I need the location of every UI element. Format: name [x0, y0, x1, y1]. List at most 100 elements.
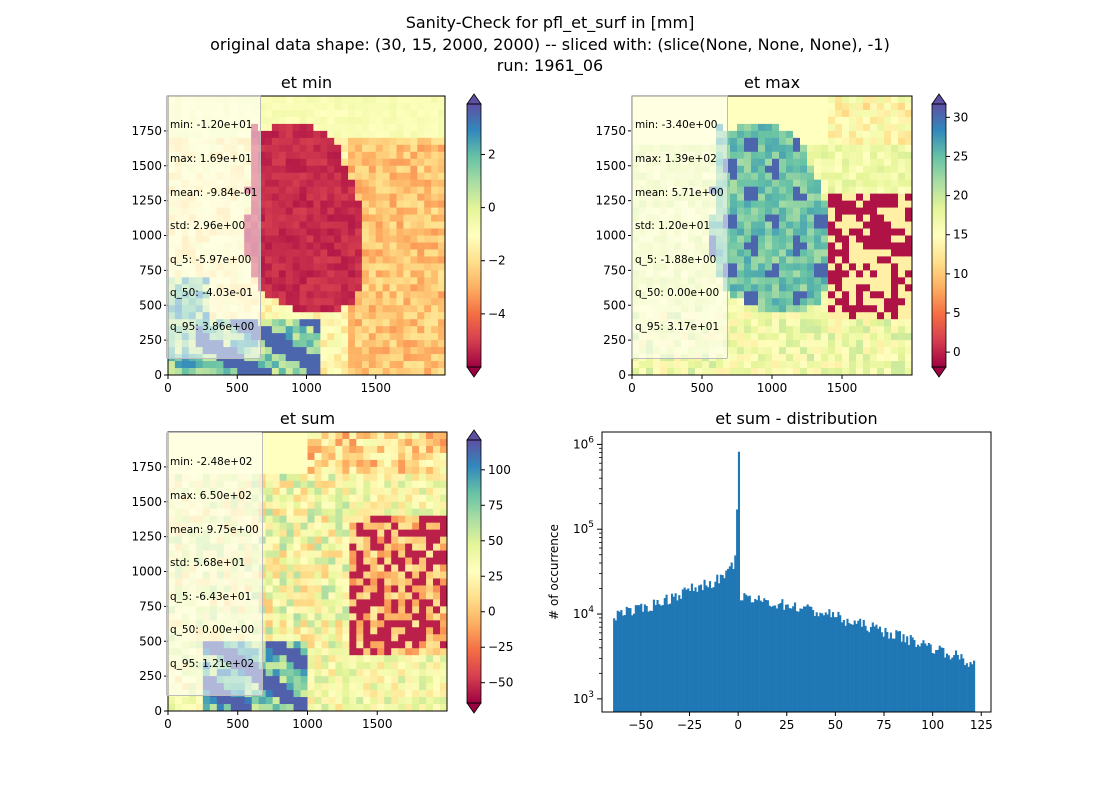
colorbar-tick-label: 25 [488, 569, 503, 583]
heatmap-cell [440, 690, 448, 698]
heatmap-cell [265, 501, 274, 510]
heatmap-cell [299, 200, 307, 209]
heatmap-cell [835, 172, 843, 181]
heatmap-cell [807, 347, 815, 355]
heatmap-cell [335, 543, 343, 552]
heatmap-cell [370, 452, 378, 461]
heatmap-cell [905, 298, 913, 306]
heatmap-cell [410, 270, 418, 278]
heatmap-cell [863, 165, 871, 174]
heatmap-cell [405, 634, 413, 642]
heatmap-cell [363, 432, 371, 440]
heatmap-cell [807, 284, 815, 292]
heatmap-cell [328, 522, 336, 531]
heatmap-cell [370, 466, 378, 475]
heatmap-cell [320, 214, 328, 223]
heatmap-cell [279, 529, 288, 538]
heatmap-cell [403, 151, 411, 160]
heatmap-cell [384, 697, 392, 705]
heatmap-cell [786, 270, 794, 278]
heatmap-cell [384, 641, 392, 649]
heatmap-cell [285, 249, 294, 257]
heatmap-cell [396, 109, 404, 118]
heatmap-cell [264, 109, 273, 118]
heatmap-cell [375, 165, 384, 174]
heatmap-cell [278, 340, 287, 348]
heatmap-cell [751, 277, 759, 285]
heatmap-cell [431, 298, 439, 306]
heatmap-cell [758, 333, 766, 341]
heatmap-cell [202, 704, 211, 712]
heatmap-cell [786, 291, 794, 299]
heatmap-cell [793, 96, 801, 104]
heatmap-cell [300, 648, 308, 656]
heatmap-cell [334, 235, 342, 243]
heatmap-cell [361, 151, 370, 160]
heatmap-cell [765, 158, 773, 167]
heatmap-cell [272, 543, 281, 552]
heatmap-cell [265, 585, 274, 593]
heatmap-cell [758, 214, 766, 223]
heatmap-cell [412, 606, 420, 614]
heatmap-cell [382, 200, 391, 209]
heatmap-cell [300, 432, 308, 440]
heatmap-cell [299, 151, 307, 160]
heatmap-cell [328, 536, 336, 545]
heatmap-cell [898, 249, 906, 257]
heatmap-cell [737, 193, 745, 202]
heatmap-cell [307, 578, 315, 586]
heatmap-cell [265, 648, 274, 656]
heatmap-cell [772, 291, 780, 299]
heatmap-cell [396, 340, 404, 348]
heatmap-cell [328, 697, 336, 705]
heatmap-cell [370, 620, 378, 628]
heatmap-cell [348, 298, 356, 306]
heatmap-cell [419, 529, 427, 538]
heatmap-cell [384, 487, 392, 496]
heatmap-cell [877, 179, 885, 188]
heatmap-cell [384, 473, 392, 482]
heatmap-cell [737, 305, 745, 313]
heatmap-cell [314, 606, 322, 614]
heatmap-cell [341, 158, 349, 167]
heatmap-cell [828, 207, 836, 216]
heatmap-cell [870, 284, 878, 292]
heatmap-cell [779, 165, 787, 174]
heatmap-cell [765, 109, 773, 118]
heatmap-cell [405, 487, 413, 496]
heatmap-cell [438, 347, 446, 355]
heatmap-cell [821, 347, 829, 355]
heatmap-cell [258, 333, 266, 341]
heatmap-cell [368, 200, 377, 209]
heatmap-cell [321, 494, 329, 503]
heatmap-cell [377, 599, 385, 607]
heatmap-cell [202, 697, 211, 705]
histogram-bar [683, 587, 686, 712]
heatmap-cell [356, 466, 364, 475]
heatmap-cell [398, 662, 406, 670]
heatmap-cell [396, 270, 404, 278]
heatmap-cell [292, 172, 301, 181]
heatmap-cell [426, 641, 434, 649]
heatmap-cell [412, 697, 420, 705]
heatmap-cell [898, 291, 906, 299]
heatmap-cell [821, 172, 829, 181]
heatmap-cell [431, 249, 439, 257]
heatmap-cell [417, 207, 425, 216]
heatmap-cell [856, 200, 864, 209]
heatmap-cell [321, 432, 329, 440]
heatmap-cell [349, 452, 357, 461]
heatmap-cell [751, 263, 759, 271]
heatmap-cell [285, 333, 294, 341]
heatmap-cell [342, 613, 350, 621]
heatmap-cell [377, 620, 385, 628]
heatmap-cell [793, 333, 801, 341]
heatmap-cell [321, 536, 329, 545]
heatmap-cell [306, 347, 314, 355]
heatmap-cell [772, 333, 780, 341]
heatmap-cell [891, 235, 899, 243]
heatmap-cell [272, 522, 281, 531]
heatmap-cell [370, 690, 378, 698]
heatmap-cell [849, 116, 857, 125]
heatmap-cell [237, 704, 246, 712]
